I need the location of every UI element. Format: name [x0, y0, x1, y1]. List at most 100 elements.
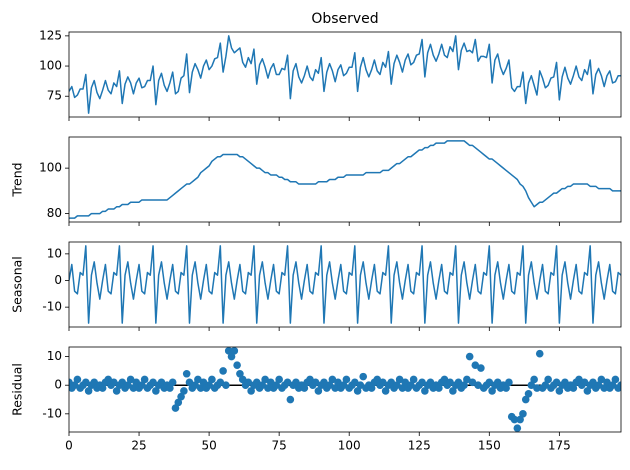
- residual-point: [236, 369, 244, 378]
- residual-point: [510, 415, 519, 424]
- residual-point: [353, 387, 362, 395]
- residual-point: [351, 378, 359, 387]
- residual-point: [600, 384, 608, 392]
- residual-point: [485, 378, 494, 387]
- x-tick-label: 0: [65, 439, 73, 453]
- residual-point: [603, 378, 611, 387]
- residual-point: [205, 381, 213, 390]
- residual-point: [191, 381, 199, 390]
- residual-point: [435, 384, 443, 392]
- y-tick-label: 100: [39, 59, 62, 73]
- residual-point: [286, 395, 295, 404]
- residual-point: [387, 378, 396, 387]
- residual-point: [339, 381, 348, 390]
- series-line: [69, 245, 621, 324]
- residual-point: [449, 387, 457, 395]
- x-tick-label: 150: [478, 439, 501, 453]
- residual-point: [314, 387, 323, 395]
- residual-point: [381, 387, 390, 395]
- residual-point: [73, 375, 82, 384]
- y-axis-label: Trend: [10, 162, 25, 197]
- residual-point: [421, 387, 429, 395]
- residual-point: [468, 378, 477, 387]
- residual-point: [533, 384, 541, 392]
- residual-point: [208, 375, 216, 384]
- x-tick-label: 25: [131, 439, 146, 453]
- residual-point: [266, 378, 275, 387]
- residual-point: [373, 375, 382, 384]
- residual-point: [393, 381, 401, 390]
- residual-point: [185, 378, 194, 387]
- series-line: [69, 140, 621, 219]
- residual-point: [409, 375, 418, 384]
- x-tick-label: 75: [272, 439, 287, 453]
- residual-point: [261, 375, 269, 384]
- x-tick-label: 175: [548, 439, 571, 453]
- residual-point: [152, 387, 160, 395]
- x-tick-label: 50: [201, 439, 216, 453]
- residual-point: [617, 381, 621, 390]
- residual-point: [502, 384, 510, 392]
- y-tick-label: -10: [42, 406, 62, 420]
- plot-area: [69, 347, 621, 432]
- residual-point: [552, 378, 561, 387]
- residual-point: [194, 375, 202, 384]
- residual-point: [597, 375, 606, 384]
- residual-point: [493, 378, 502, 387]
- residual-point: [252, 378, 261, 387]
- residual-point: [112, 387, 121, 395]
- residual-point: [216, 378, 225, 387]
- residual-point: [505, 378, 513, 387]
- residual-point: [331, 384, 339, 392]
- residual-point: [460, 381, 468, 390]
- residual-point: [311, 378, 320, 387]
- residual-point: [82, 378, 90, 387]
- panel: Observed 75 100 125: [39, 11, 622, 121]
- residual-point: [342, 375, 351, 384]
- residual-point: [589, 378, 597, 387]
- y-tick-label: 125: [39, 28, 62, 42]
- y-tick-label: 0: [54, 273, 62, 287]
- residual-point: [90, 378, 99, 387]
- residual-point: [258, 381, 267, 390]
- residual-point: [521, 395, 530, 404]
- residual-point: [418, 378, 426, 387]
- residual-point: [272, 381, 281, 390]
- residual-point: [524, 389, 533, 398]
- residual-point: [230, 347, 239, 355]
- residual-point: [513, 424, 522, 432]
- residual-point: [325, 381, 334, 390]
- residual-point: [292, 378, 300, 387]
- residual-point: [594, 381, 603, 390]
- residual-point: [222, 381, 230, 390]
- residual-point: [177, 392, 185, 401]
- residual-point: [171, 404, 180, 412]
- residual-point: [140, 375, 149, 384]
- residual-point: [446, 378, 454, 387]
- y-tick-label: 80: [47, 206, 62, 220]
- panel-title: Observed: [311, 11, 378, 27]
- y-tick-label: 10: [47, 246, 62, 260]
- residual-point: [516, 415, 524, 424]
- residual-point: [334, 378, 342, 387]
- residual-point: [356, 381, 365, 390]
- residual-point: [454, 378, 463, 387]
- residual-point: [569, 384, 578, 392]
- residual-point: [166, 384, 174, 392]
- residual-point: [575, 375, 583, 384]
- residual-point: [180, 387, 188, 395]
- y-tick-label: 0: [54, 378, 62, 392]
- residual-point: [401, 378, 410, 387]
- y-axis-label: Residual: [10, 363, 25, 416]
- residual-point: [519, 410, 527, 418]
- residual-point: [471, 361, 480, 369]
- residual-point: [306, 375, 314, 384]
- residual-point: [535, 349, 544, 358]
- residual-point: [580, 378, 589, 387]
- residual-point: [84, 387, 93, 395]
- residual-point: [463, 375, 471, 384]
- residual-point: [238, 375, 247, 384]
